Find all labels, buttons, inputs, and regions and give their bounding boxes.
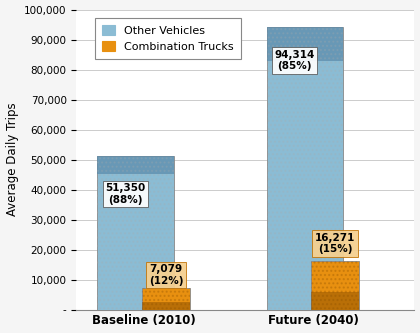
Bar: [267, 27, 343, 61]
Bar: [311, 261, 359, 310]
Bar: [97, 156, 173, 310]
Legend: Other Vehicles, Combination Trucks: Other Vehicles, Combination Trucks: [95, 18, 241, 59]
Bar: [267, 27, 343, 310]
Text: 94,314
(85%): 94,314 (85%): [274, 50, 315, 71]
Text: 7,079
(12%): 7,079 (12%): [149, 264, 183, 286]
Bar: [311, 292, 359, 310]
Bar: [267, 27, 343, 310]
Bar: [97, 156, 173, 174]
Text: 51,350
(88%): 51,350 (88%): [105, 183, 145, 205]
Bar: [97, 156, 173, 310]
Bar: [142, 288, 189, 310]
Bar: [142, 288, 189, 310]
Bar: [142, 302, 189, 310]
Bar: [311, 261, 359, 310]
Y-axis label: Average Daily Trips: Average Daily Trips: [5, 103, 18, 216]
Text: 16,271
(15%): 16,271 (15%): [315, 233, 355, 254]
